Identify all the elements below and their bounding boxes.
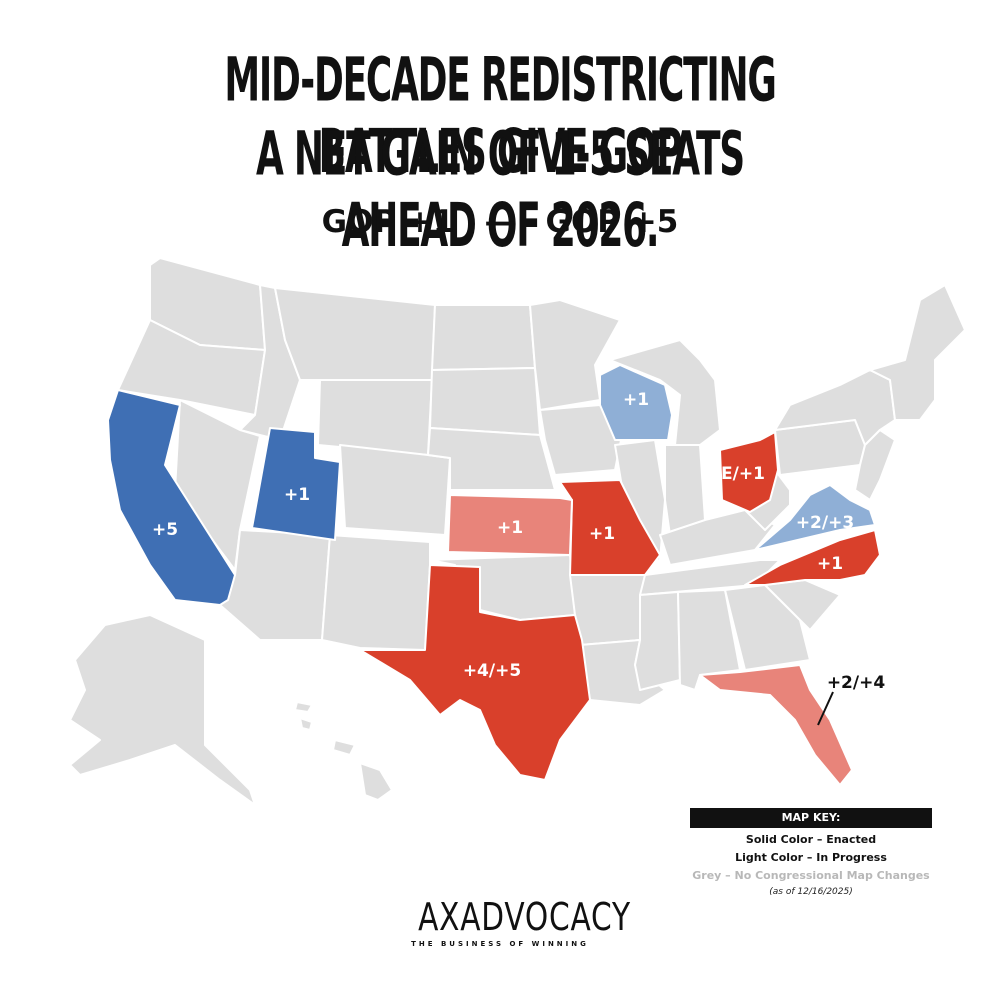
brand-name: AXADVOCACY xyxy=(418,895,631,939)
label-ohio: E/+1 xyxy=(721,464,765,484)
map-key-title: MAP KEY: xyxy=(690,808,932,828)
state-south-dakota xyxy=(429,367,541,436)
headline-line-2: A NET GAIN OF 1-5 SEATS AHEAD OF 2026. xyxy=(256,118,745,261)
label-florida: +2/+4 xyxy=(827,673,886,693)
map-key-date: (as of 12/16/2025) xyxy=(769,887,853,897)
label-texas: +4/+5 xyxy=(463,661,521,681)
state-new-england xyxy=(869,284,966,421)
state-wyoming xyxy=(317,379,433,456)
map-key: MAP KEY: Solid Color – Enacted Light Col… xyxy=(690,808,932,897)
state-hawaii-big-island xyxy=(359,762,393,801)
state-florida xyxy=(699,664,853,786)
brand-logo: AXADVOCACY THE BUSINESS OF WINNING xyxy=(395,895,631,948)
state-mississippi xyxy=(634,591,681,691)
seat-range: GOP +1 — GOP +5 xyxy=(0,204,1000,240)
map-key-solid: Solid Color – Enacted xyxy=(745,833,877,846)
headline-line-1: MID-DECADE REDISTRICTING BATTLES GIVE GO… xyxy=(224,44,777,187)
label-wisconsin: +1 xyxy=(623,390,649,410)
state-alaska xyxy=(69,614,256,806)
state-colorado xyxy=(339,444,451,536)
state-hawaii-islands xyxy=(294,701,313,713)
range-high: GOP +5 xyxy=(545,204,679,240)
state-texas xyxy=(359,564,591,781)
state-kansas xyxy=(447,494,573,556)
label-kansas: +1 xyxy=(497,518,523,538)
range-low: GOP +1 xyxy=(321,204,455,240)
map-key-light: Light Color – In Progress xyxy=(735,851,887,864)
label-virginia: +2/+3 xyxy=(796,513,854,533)
state-north-carolina xyxy=(744,529,881,586)
florida-label-pointer xyxy=(817,691,834,726)
state-kentucky xyxy=(659,509,776,566)
label-north-carolina: +1 xyxy=(817,554,843,574)
state-michigan xyxy=(609,339,721,446)
state-wisconsin xyxy=(599,364,673,441)
state-virginia xyxy=(754,484,876,551)
range-separator: — xyxy=(484,204,516,240)
label-california: +5 xyxy=(152,520,178,540)
state-north-dakota xyxy=(431,304,536,371)
state-hawaii-maui xyxy=(332,739,356,756)
label-missouri: +1 xyxy=(589,524,615,544)
state-mid-atlantic xyxy=(854,429,896,501)
brand-tagline: THE BUSINESS OF WINNING xyxy=(411,940,589,948)
state-hawaii-oahu xyxy=(299,717,313,731)
state-minnesota xyxy=(529,299,621,411)
state-california xyxy=(107,389,236,606)
state-utah xyxy=(251,427,341,541)
map-key-grey: Grey – No Congressional Map Changes xyxy=(692,869,930,882)
state-nebraska xyxy=(427,427,556,491)
state-montana xyxy=(274,287,436,381)
state-new-mexico xyxy=(321,534,431,651)
state-ohio xyxy=(719,431,779,513)
label-utah: +1 xyxy=(284,485,310,505)
